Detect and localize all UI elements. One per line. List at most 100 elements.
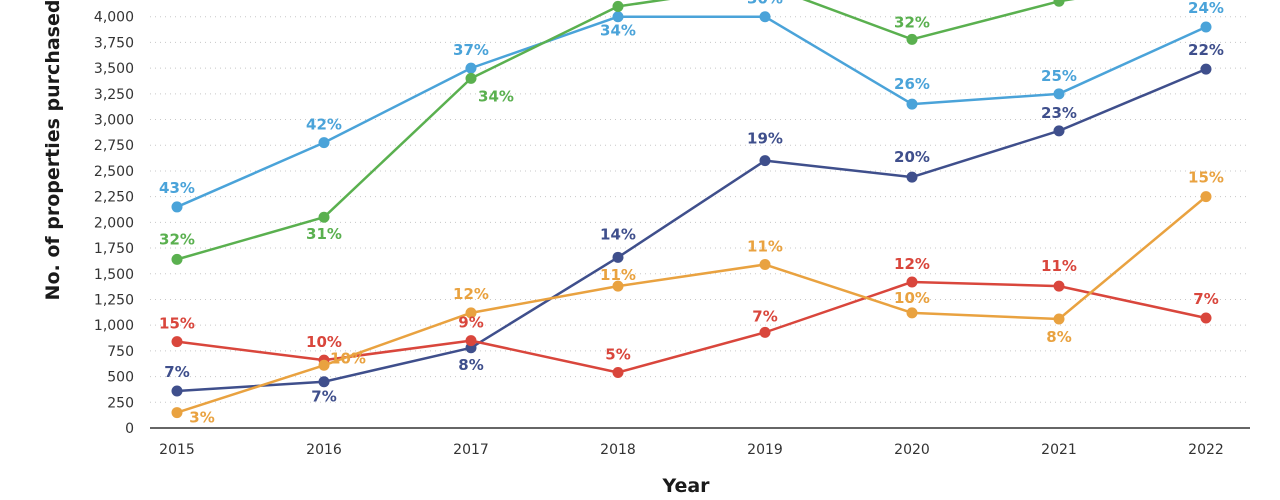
data-label: 26% bbox=[894, 75, 930, 93]
data-label: 5% bbox=[605, 345, 630, 363]
y-tick-label: 2,500 bbox=[94, 164, 134, 180]
data-point bbox=[906, 307, 918, 319]
data-point bbox=[465, 72, 477, 84]
y-tick-label: 250 bbox=[107, 395, 134, 411]
data-point bbox=[318, 211, 330, 223]
data-label: 34% bbox=[478, 87, 514, 105]
data-label: 25% bbox=[1041, 67, 1077, 85]
data-point bbox=[1200, 191, 1212, 203]
data-label: 22% bbox=[1188, 41, 1224, 59]
series-line bbox=[176, 0, 1075, 261]
y-tick-label: 0 bbox=[125, 421, 134, 437]
data-point bbox=[171, 407, 183, 419]
data-label: 14% bbox=[600, 225, 636, 243]
y-tick-label: 750 bbox=[107, 344, 134, 360]
y-tick-label: 1,750 bbox=[94, 241, 134, 257]
series-line bbox=[176, 67, 1207, 393]
data-label: 10% bbox=[894, 289, 930, 307]
data-label: 7% bbox=[1193, 290, 1218, 308]
data-point bbox=[1200, 312, 1212, 324]
data-label: 19% bbox=[747, 130, 783, 148]
data-point bbox=[1200, 63, 1212, 75]
y-tick-label: 1,500 bbox=[94, 267, 134, 283]
series-line bbox=[176, 15, 1207, 209]
data-point bbox=[465, 62, 477, 74]
data-point bbox=[759, 259, 771, 271]
data-label: 12% bbox=[894, 255, 930, 273]
data-label: 11% bbox=[600, 266, 636, 284]
data-label: 10% bbox=[330, 349, 366, 367]
y-tick-label: 3,750 bbox=[94, 35, 134, 51]
data-point bbox=[759, 155, 771, 167]
data-label: 9% bbox=[458, 314, 483, 332]
x-tick-label: 2021 bbox=[1041, 442, 1077, 458]
data-label: 11% bbox=[1041, 257, 1077, 275]
y-axis-ticks: 0 250 500 750 1,000 1,250 1,500 1,750 2,000 2,250… bbox=[94, 10, 134, 437]
data-point bbox=[318, 376, 330, 388]
data-label: 37% bbox=[453, 41, 489, 59]
x-tick-label: 2019 bbox=[747, 442, 783, 458]
data-point bbox=[1053, 0, 1065, 7]
y-axis-title: No. of properties purchased bbox=[42, 0, 64, 300]
y-tick-label: 2,250 bbox=[94, 190, 134, 206]
data-point bbox=[906, 33, 918, 45]
data-point bbox=[1053, 280, 1065, 292]
y-tick-label: 1,000 bbox=[94, 318, 134, 334]
y-tick-label: 3,000 bbox=[94, 113, 134, 129]
x-tick-label: 2022 bbox=[1188, 442, 1224, 458]
data-point bbox=[906, 98, 918, 110]
data-label: 10% bbox=[306, 333, 342, 351]
data-point bbox=[906, 171, 918, 183]
data-label: 20% bbox=[894, 148, 930, 166]
y-tick-label: 1,250 bbox=[94, 292, 134, 308]
y-tick-label: 3,250 bbox=[94, 87, 134, 103]
data-label: 43% bbox=[159, 179, 195, 197]
y-tick-label: 4,000 bbox=[94, 10, 134, 26]
data-point bbox=[318, 359, 330, 371]
y-tick-label: 3,500 bbox=[94, 61, 134, 77]
data-point bbox=[759, 11, 771, 23]
data-label: 42% bbox=[306, 116, 342, 134]
x-axis-ticks: 2015 2016 2017 2018 2019 2020 2021 2022 bbox=[159, 442, 1224, 458]
y-tick-label: 500 bbox=[107, 370, 134, 386]
data-point bbox=[1053, 125, 1065, 137]
data-label: 32% bbox=[159, 230, 195, 248]
data-point bbox=[612, 251, 624, 263]
data-point bbox=[171, 253, 183, 265]
x-axis-title: Year bbox=[661, 475, 710, 497]
data-point bbox=[465, 335, 477, 347]
data-label: 7% bbox=[311, 388, 336, 406]
series-line bbox=[176, 195, 1207, 414]
data-label: 32% bbox=[894, 13, 930, 31]
y-tick-label: 2,000 bbox=[94, 215, 134, 231]
data-point bbox=[612, 366, 624, 378]
data-point bbox=[171, 385, 183, 397]
data-label: 34% bbox=[600, 22, 636, 40]
data-label: 7% bbox=[752, 307, 777, 325]
data-point bbox=[1200, 21, 1212, 33]
data-label: 11% bbox=[747, 238, 783, 256]
data-point bbox=[759, 326, 771, 338]
x-tick-label: 2017 bbox=[453, 442, 489, 458]
data-point bbox=[318, 137, 330, 149]
data-label: 12% bbox=[453, 285, 489, 303]
data-label: 7% bbox=[164, 363, 189, 381]
data-point bbox=[906, 276, 918, 288]
data-label: 15% bbox=[1188, 169, 1224, 187]
data-label: 8% bbox=[458, 356, 483, 374]
x-tick-label: 2015 bbox=[159, 442, 195, 458]
data-label: 31% bbox=[306, 225, 342, 243]
data-point bbox=[612, 0, 624, 12]
x-tick-label: 2020 bbox=[894, 442, 930, 458]
data-point bbox=[171, 336, 183, 348]
data-point bbox=[171, 201, 183, 213]
data-point bbox=[1053, 88, 1065, 100]
data-label: 23% bbox=[1041, 104, 1077, 122]
y-tick-label: 2,750 bbox=[94, 138, 134, 154]
series-lines bbox=[171, 0, 1212, 419]
x-tick-label: 2016 bbox=[306, 442, 342, 458]
data-label: 24% bbox=[1188, 0, 1224, 17]
data-label: 8% bbox=[1046, 328, 1071, 346]
x-tick-label: 2018 bbox=[600, 442, 636, 458]
